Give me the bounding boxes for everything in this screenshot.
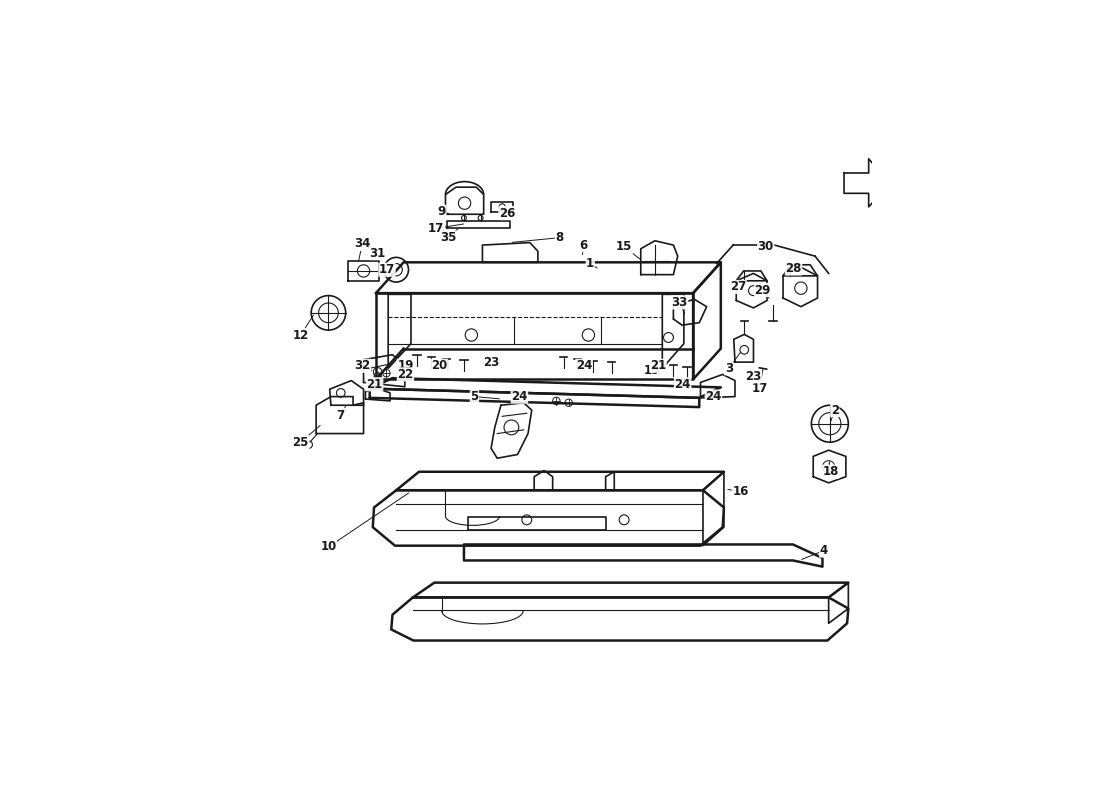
Text: 35: 35 — [440, 231, 456, 244]
Text: 25: 25 — [293, 436, 309, 449]
Text: 16: 16 — [733, 485, 749, 498]
Text: 33: 33 — [671, 296, 688, 309]
Text: 6: 6 — [580, 238, 587, 251]
Text: 24: 24 — [705, 390, 722, 403]
Text: 24: 24 — [674, 378, 691, 390]
Text: 1: 1 — [586, 257, 594, 270]
Text: 31: 31 — [370, 246, 386, 259]
Text: 19: 19 — [397, 359, 414, 372]
Text: 30: 30 — [758, 241, 774, 254]
Text: 22: 22 — [397, 368, 414, 381]
Text: 21: 21 — [366, 378, 383, 390]
Text: 32: 32 — [354, 359, 371, 372]
Text: 23: 23 — [746, 370, 761, 382]
Text: 18: 18 — [823, 466, 838, 478]
Text: 4: 4 — [820, 544, 828, 557]
Text: 17: 17 — [378, 263, 395, 276]
Text: 7: 7 — [337, 409, 344, 422]
Text: 26: 26 — [499, 206, 515, 219]
Text: 8: 8 — [556, 231, 563, 244]
Text: 17: 17 — [751, 382, 768, 395]
Text: 2: 2 — [830, 404, 839, 417]
Text: 23: 23 — [484, 356, 499, 369]
Text: 21: 21 — [650, 359, 667, 372]
Text: 29: 29 — [755, 283, 771, 297]
Text: 28: 28 — [785, 262, 802, 275]
Text: 24: 24 — [576, 359, 592, 372]
Text: 10: 10 — [320, 541, 337, 554]
Text: 3: 3 — [725, 362, 733, 374]
Text: 20: 20 — [431, 359, 448, 372]
Text: 5: 5 — [471, 390, 478, 403]
Text: 24: 24 — [512, 390, 528, 403]
Text: 27: 27 — [730, 281, 746, 294]
Text: 15: 15 — [616, 241, 632, 254]
Text: 17: 17 — [428, 222, 444, 235]
Text: 12: 12 — [293, 329, 309, 342]
Text: 19: 19 — [644, 364, 660, 377]
Text: 34: 34 — [354, 238, 371, 250]
Text: 9: 9 — [438, 206, 446, 218]
